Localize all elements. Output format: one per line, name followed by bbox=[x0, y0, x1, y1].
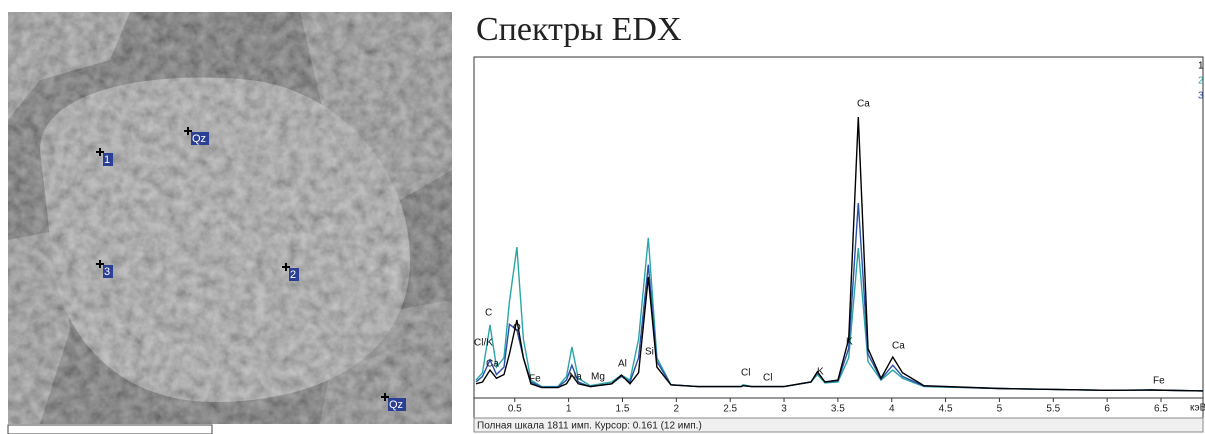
x-tick-label: 5 bbox=[997, 404, 1003, 415]
legend-entry: 3 bbox=[1198, 91, 1204, 102]
x-tick-label: 4 bbox=[889, 404, 895, 415]
x-axis-label: кэВ bbox=[1190, 403, 1205, 414]
peak-label: C bbox=[485, 308, 492, 319]
peak-label: Mg bbox=[591, 372, 605, 383]
spectrum-line bbox=[475, 237, 1204, 392]
marker-box bbox=[289, 268, 299, 281]
legend-entry: 2 bbox=[1198, 76, 1204, 87]
marker-label: 3 bbox=[104, 266, 110, 278]
plot-frame bbox=[473, 56, 1204, 433]
status-bar bbox=[473, 417, 1204, 433]
status-text: Полная шкала 1811 имп. Курсор: 0.161 (12… bbox=[477, 421, 702, 432]
marker-cross bbox=[381, 393, 389, 401]
peak-label: O bbox=[513, 323, 521, 334]
chart: Спектры EDX Полная шкала 1811 имп. Курсо… bbox=[473, 11, 1205, 433]
x-tick-label: 3.5 bbox=[831, 404, 845, 415]
peak-label: Fe bbox=[529, 374, 541, 385]
marker-label: Qz bbox=[389, 399, 403, 411]
x-tick-label: 6.5 bbox=[1154, 404, 1168, 415]
spectrum-line bbox=[475, 116, 1204, 392]
marker-label: 2 bbox=[290, 269, 296, 281]
x-tick-label: 2.5 bbox=[723, 404, 737, 415]
x-tick-label: 6 bbox=[1104, 404, 1110, 415]
peak-label: Cl bbox=[763, 373, 772, 384]
peak-label: Ca bbox=[857, 99, 870, 110]
x-tick-label: 4.5 bbox=[939, 404, 953, 415]
scale-bar bbox=[7, 424, 213, 434]
marker-label: Qz bbox=[192, 133, 206, 145]
legend-entry: 1 bbox=[1198, 61, 1204, 72]
x-tick-label: 2 bbox=[674, 404, 680, 415]
peak-label: Cl bbox=[741, 368, 750, 379]
peak-label: Ca bbox=[486, 359, 499, 370]
peak-label: Si bbox=[645, 347, 654, 358]
sem-image: 1 Qz 3 2 Qz bbox=[7, 12, 452, 434]
marker-cross bbox=[282, 263, 290, 271]
x-tick-label: 3 bbox=[781, 404, 787, 415]
peak-label: Ca bbox=[892, 341, 905, 352]
x-tick-label: 0.5 bbox=[508, 404, 522, 415]
chart-title: Спектры EDX bbox=[476, 11, 682, 48]
peak-label: Fe bbox=[1153, 376, 1165, 387]
marker-box bbox=[103, 153, 113, 166]
x-tick-label: 5.5 bbox=[1046, 404, 1060, 415]
marker-box bbox=[103, 265, 113, 278]
marker-cross bbox=[96, 260, 104, 268]
peak-label: K bbox=[846, 337, 853, 348]
marker-cross bbox=[184, 127, 192, 135]
texture bbox=[8, 12, 452, 424]
x-tick-label: 1 bbox=[566, 404, 572, 415]
marker-box bbox=[388, 398, 406, 411]
peak-label: Al bbox=[618, 359, 627, 370]
peak-label: Cl/K bbox=[474, 338, 493, 349]
peak-label: Na bbox=[569, 372, 582, 383]
marker-cross bbox=[96, 148, 104, 156]
peak-label: K bbox=[817, 367, 824, 378]
x-tick-label: 1.5 bbox=[616, 404, 630, 415]
marker-label: 1 bbox=[104, 154, 110, 166]
marker-box bbox=[191, 132, 209, 145]
